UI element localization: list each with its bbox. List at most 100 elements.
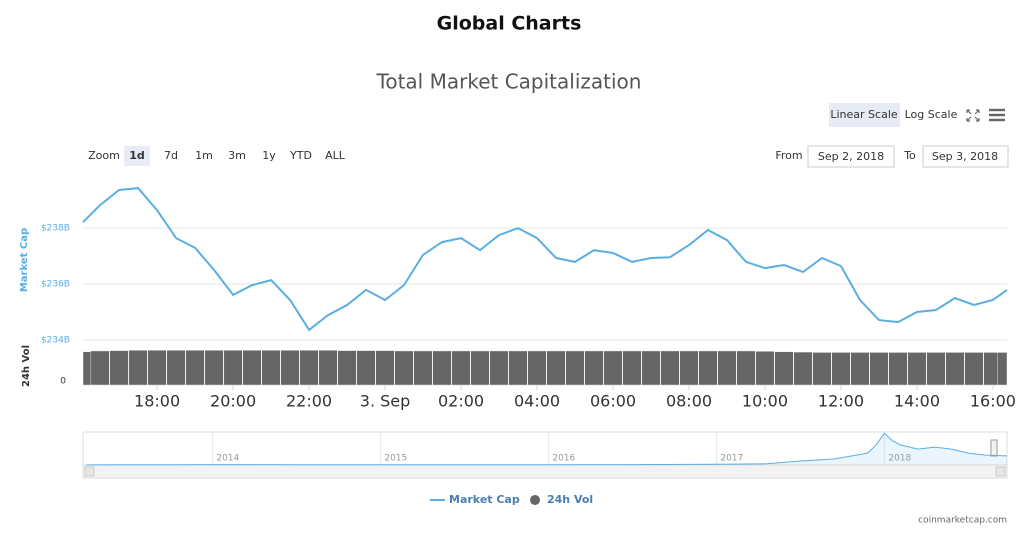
y-tick-label: $238B [41,224,70,234]
from-label: From [775,149,802,162]
volume-bar [926,352,946,386]
volume-bar [546,350,566,386]
volume-bar [432,350,452,386]
volume-bar [736,350,756,386]
from-value[interactable]: Sep 2, 2018 [818,150,884,163]
page-title: Global Charts [437,13,582,35]
to-input[interactable] [922,145,1009,168]
volume-bar [527,350,547,386]
navigator-tick-label: 2017 [720,454,743,464]
navigator-tick-label: 2018 [888,454,911,464]
x-tick-label: 16:00 [970,392,1016,411]
zoom-button[interactable]: ALL [325,149,346,162]
x-tick-label: 18:00 [134,392,180,411]
volume-bar [888,352,908,386]
x-tick-label: 22:00 [286,392,332,411]
y-tick-label: $236B [41,280,70,290]
zoom-button[interactable]: 3m [228,149,246,162]
volume-bar [660,350,680,386]
volume-bar [90,350,110,386]
volume-bar [394,350,414,386]
volume-bar [204,350,224,386]
log-scale-label[interactable]: Log Scale [905,108,958,121]
volume-bar [242,350,262,386]
menu-icon[interactable] [989,108,1005,122]
volume-bar [337,350,357,386]
fullscreen-icon[interactable] [966,109,980,122]
y2-axis-title: 24h Vol [21,345,32,387]
volume-bar [299,350,319,386]
linear-scale-button[interactable] [829,103,900,127]
volume-bar [869,352,889,386]
legend-swatch [530,495,540,505]
legend-label[interactable]: Market Cap [449,493,520,506]
x-tick-label: 10:00 [742,392,788,411]
volume-bar [318,350,338,386]
volume-bar [451,350,471,386]
legend-label[interactable]: 24h Vol [547,493,593,506]
volume-bar [907,352,927,386]
navigator-area [86,433,1007,465]
volume-bar [622,350,642,386]
scroll-left[interactable] [84,466,95,477]
volume-bar [641,350,661,386]
x-tick-label: 08:00 [666,392,712,411]
volume-bar [489,350,509,386]
volume-bar [831,352,851,386]
volume-bar [793,351,813,386]
navigator-tick-label: 2016 [552,454,575,464]
volume-bar [584,350,604,386]
x-tick-label: 14:00 [894,392,940,411]
credit: coinmarketcap.com [918,516,1007,526]
volume-bar [470,350,490,386]
zoom-button[interactable]: YTD [289,149,312,162]
volume-bar [755,351,775,386]
volume-bar [508,350,528,386]
chart-title: Total Market Capitalization [376,70,642,94]
zoom-button[interactable]: 1y [262,149,276,162]
zoom-button[interactable]: 1d [129,149,145,162]
volume-bar [997,352,1008,386]
zoom-label: Zoom [88,149,120,162]
market-cap-line [82,187,1008,332]
y-axis-title: Market Cap [19,228,30,292]
navigator-tick-label: 2014 [216,454,239,464]
linear-scale-label[interactable]: Linear Scale [830,108,898,121]
volume-bar [717,350,737,386]
x-tick-label: 06:00 [590,392,636,411]
volume-bar [147,350,167,386]
x-tick-label: 02:00 [438,392,484,411]
scroll-right[interactable] [995,466,1006,477]
x-tick-label: 04:00 [514,392,560,411]
to-label: To [903,149,916,162]
volume-bar [375,350,395,386]
volume-bar [356,350,376,386]
volume-bar [185,350,205,386]
volume-bar [261,350,281,386]
volume-bar [565,350,585,386]
volume-bar [223,350,243,386]
scrollbar[interactable] [82,464,1008,479]
volume-bar [774,351,794,386]
y-tick-label: $234B [41,335,70,345]
navigator-line [86,432,1008,466]
navigator-handle[interactable] [990,439,998,457]
navigator-tick-label: 2015 [384,454,407,464]
volume-bar [698,350,718,386]
zoom-button-active[interactable] [124,146,150,166]
volume-bar [964,352,984,386]
volume-bar [413,350,433,386]
zoom-button[interactable]: 7d [164,149,178,162]
volume-bar [166,350,186,386]
volume-bar [850,352,870,386]
volume-bar [603,350,623,386]
x-tick-label: 3. Sep [360,392,411,411]
y2-tick-label: 0 [60,377,66,387]
from-input[interactable] [807,145,895,168]
volume-bar [280,350,300,386]
zoom-button[interactable]: 1m [195,149,213,162]
volume-bar [109,350,129,386]
volume-bar [945,352,965,386]
to-value[interactable]: Sep 3, 2018 [932,150,998,163]
